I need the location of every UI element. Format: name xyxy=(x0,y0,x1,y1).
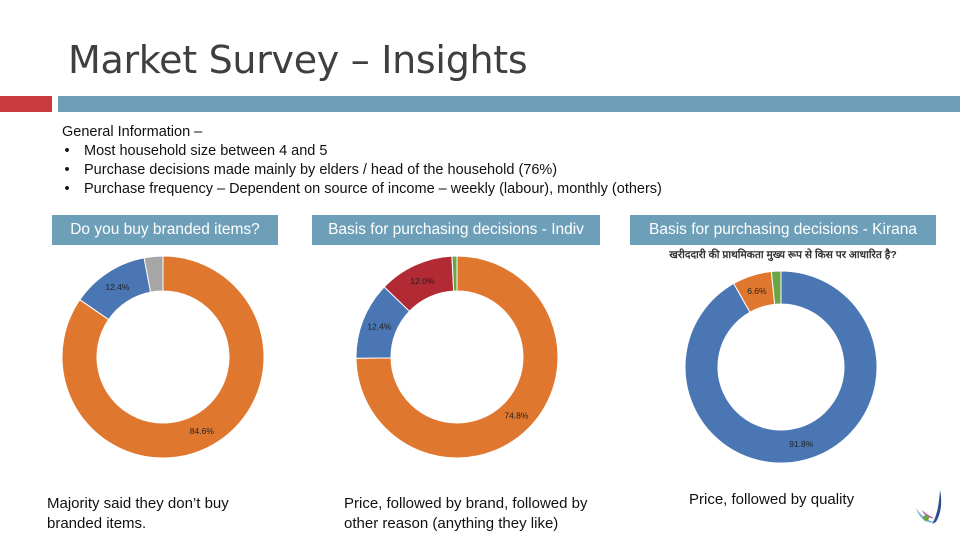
panel-header-branded: Do you buy branded items? xyxy=(52,215,278,245)
donut-slice xyxy=(451,255,458,292)
general-info-bullet: Purchase frequency – Dependent on source… xyxy=(62,180,662,199)
general-info: General Information – Most household siz… xyxy=(62,123,662,199)
slice-label: 12.4% xyxy=(367,321,392,331)
donut-slice xyxy=(355,255,559,459)
general-info-bullet: Most household size between 4 and 5 xyxy=(62,142,662,161)
accent-bar-blue xyxy=(58,96,960,112)
general-info-heading: General Information – xyxy=(62,124,203,140)
donut-chart-kirana: 91.8% 6.6% xyxy=(684,270,878,464)
brand-logo-icon xyxy=(916,490,942,524)
slice-label: 6.6% xyxy=(747,286,767,296)
caption-line: Price, followed by brand, followed by xyxy=(344,495,588,512)
donut-chart-indiv: 74.8% 12.4% 12.0% xyxy=(355,255,559,459)
panel-subtitle-hindi: खरीददारी की प्राथमिकता मुख्य रूप से किस … xyxy=(669,249,897,261)
panel-header-kirana: Basis for purchasing decisions - Kirana xyxy=(630,215,936,245)
caption-line: branded items. xyxy=(47,515,147,532)
donut-slice xyxy=(61,255,265,459)
slice-label: 84.6% xyxy=(190,426,215,436)
slice-label: 12.4% xyxy=(105,282,130,292)
general-info-list: Most household size between 4 and 5 Purc… xyxy=(62,142,662,199)
caption-branded: Majority said they don’t buy branded ite… xyxy=(47,494,229,534)
caption-line: Price, followed by quality xyxy=(689,491,855,508)
donut-slice xyxy=(770,270,782,305)
caption-indiv: Price, followed by brand, followed by ot… xyxy=(344,494,587,534)
caption-kirana: Price, followed by quality xyxy=(689,490,854,510)
slice-label: 91.8% xyxy=(789,439,814,449)
caption-line: other reason (anything they like) xyxy=(344,515,559,532)
caption-line: Majority said they don’t buy xyxy=(47,495,229,512)
panel-header-indiv: Basis for purchasing decisions - Indiv xyxy=(312,215,600,245)
donut-slice xyxy=(684,270,878,464)
donut-chart-branded: 84.6% 12.4% xyxy=(61,255,265,459)
donut-slice xyxy=(143,255,164,293)
accent-bar-red xyxy=(0,96,52,112)
slide-title: Market Survey – Insights xyxy=(68,38,528,82)
slice-label: 74.8% xyxy=(504,411,529,421)
slice-label: 12.0% xyxy=(410,276,435,286)
general-info-bullet: Purchase decisions made mainly by elders… xyxy=(62,161,662,180)
